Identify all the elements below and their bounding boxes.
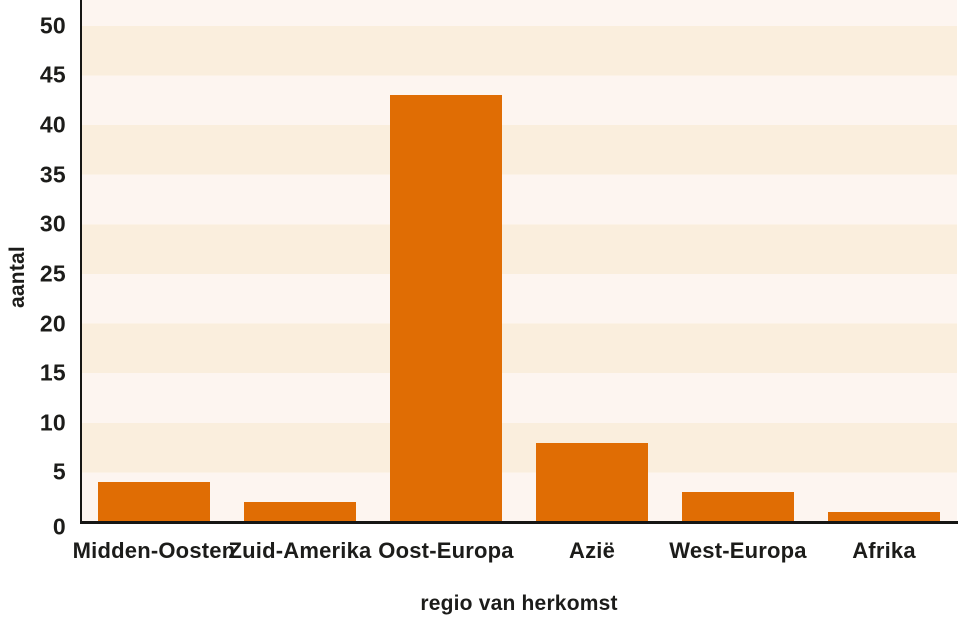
bar-West-Europa [681, 492, 795, 522]
bar-column [519, 0, 665, 522]
x-axis-line [79, 521, 958, 524]
category-label: Azië [568, 538, 616, 563]
bar-Afrika [827, 512, 941, 522]
category-label: Afrika [852, 538, 916, 563]
y-axis-line [79, 0, 82, 523]
bar-column [227, 0, 373, 522]
y-tick-label: 30 [39, 210, 66, 237]
category-label: Midden-Oosten [72, 538, 236, 563]
bar-Midden-Oosten [97, 482, 211, 522]
category-label: Zuid-Amerika [228, 538, 372, 563]
y-tick-label: 25 [39, 260, 66, 287]
bar-Azië [535, 442, 649, 522]
category-label: Oost-Europa [378, 538, 514, 563]
y-tick-label: 10 [39, 409, 66, 436]
y-tick-label: 35 [39, 161, 66, 188]
bar-column [373, 0, 519, 522]
plot-area [81, 0, 957, 522]
bar-column [81, 0, 227, 522]
y-tick-label: 0 [52, 513, 66, 540]
y-tick-label: 20 [39, 310, 66, 336]
bar-column [811, 0, 957, 522]
bar-Oost-Europa [389, 95, 503, 522]
y-tick-label: 5 [52, 458, 66, 485]
x-axis-title: regio van herkomst [420, 592, 618, 615]
y-tick-label: 40 [39, 111, 66, 138]
y-tick-label: 15 [39, 359, 66, 386]
y-tick-label: 45 [39, 61, 66, 88]
bar-column [665, 0, 811, 522]
bar-Zuid-Amerika [243, 502, 357, 522]
category-label: West-Europa [669, 538, 807, 563]
y-tick-label: 50 [39, 12, 66, 39]
